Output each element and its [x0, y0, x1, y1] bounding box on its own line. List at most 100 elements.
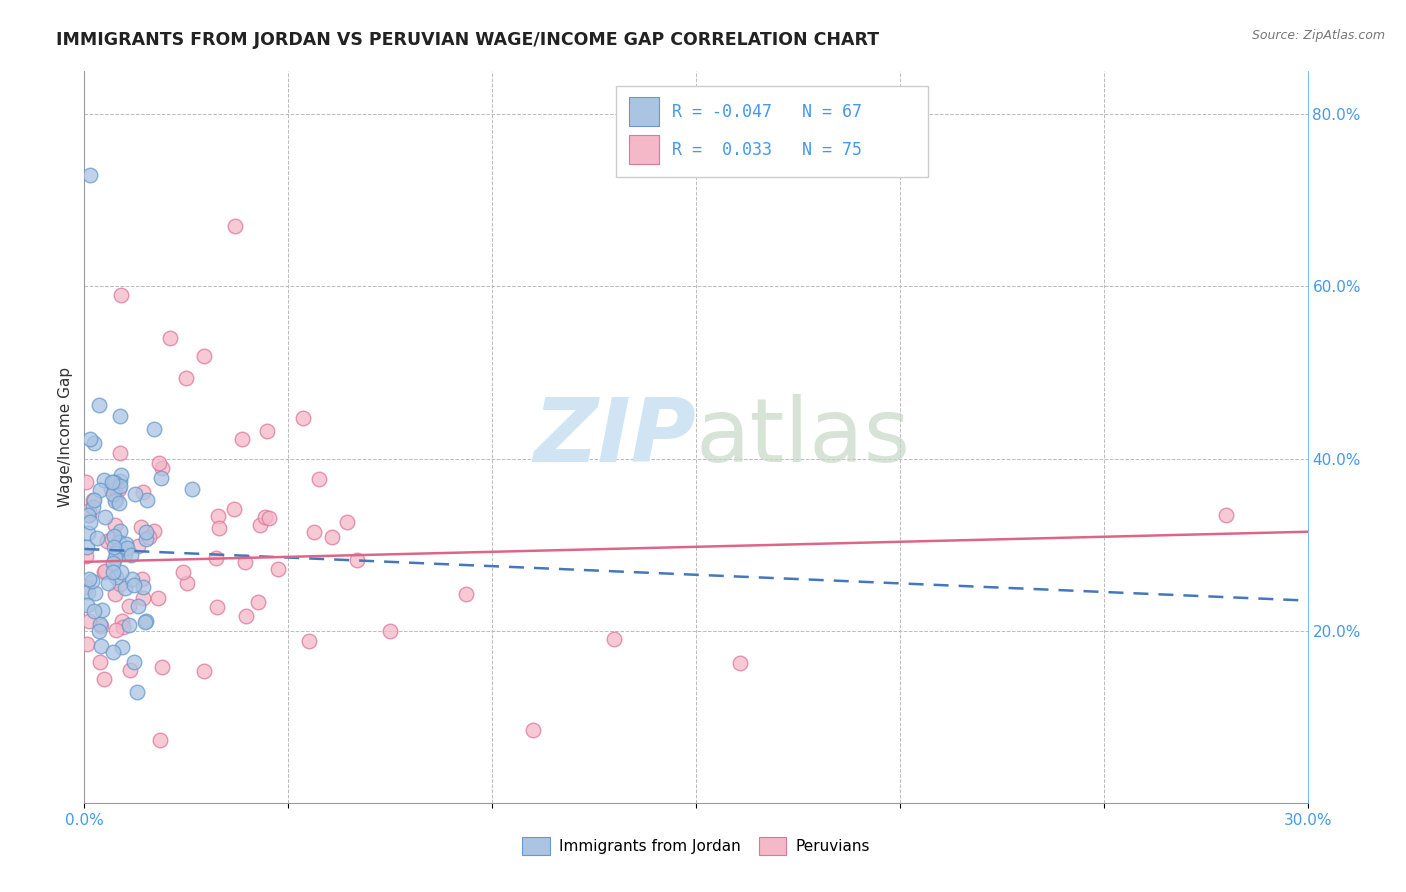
Point [76, 540, 98, 554]
Point [111, 640, 134, 654]
Text: ZIP: ZIP [533, 393, 696, 481]
Point [101, 533, 124, 547]
Point [110, 409, 132, 424]
Point [124, 486, 146, 500]
Point [100, 482, 122, 496]
Point [96, 534, 118, 549]
Bar [628, 135, 659, 164]
Point [132, 591, 155, 605]
Point [104, 551, 127, 566]
Legend: Immigrants from Jordan, Peruvians: Immigrants from Jordan, Peruvians [516, 831, 876, 861]
Point [79, 432, 101, 446]
Point [131, 572, 153, 586]
Point [231, 432, 253, 446]
Point [83, 492, 105, 507]
Point [110, 468, 132, 483]
Point [101, 645, 124, 659]
Point [104, 481, 127, 495]
Point [76, 508, 98, 523]
Point [110, 577, 132, 591]
Point [93, 566, 115, 580]
Point [259, 511, 281, 525]
Point [127, 599, 149, 613]
Text: R = -0.047   N = 67: R = -0.047 N = 67 [672, 103, 862, 120]
Point [108, 482, 131, 496]
Point [174, 370, 197, 384]
Point [105, 624, 128, 638]
Point [121, 572, 143, 586]
Point [89, 655, 111, 669]
Point [247, 595, 270, 609]
Point [108, 495, 131, 509]
Point [207, 509, 229, 524]
Point [82, 500, 104, 515]
Point [83, 604, 105, 618]
Text: atlas: atlas [696, 393, 911, 481]
Point [142, 422, 165, 436]
Point [150, 471, 173, 485]
Point [75, 475, 97, 489]
Point [205, 599, 228, 614]
Point [118, 618, 141, 632]
Point [104, 518, 127, 533]
Point [94, 510, 117, 524]
Point [75, 549, 97, 563]
Bar [628, 97, 659, 126]
Point [90, 639, 112, 653]
Point [89, 483, 111, 498]
Point [336, 515, 359, 529]
Point [75, 580, 97, 594]
Y-axis label: Wage/Income Gap: Wage/Income Gap [58, 367, 73, 508]
Point [114, 537, 136, 551]
Point [193, 349, 215, 363]
Point [292, 410, 315, 425]
Point [205, 550, 228, 565]
Point [302, 524, 325, 539]
Point [193, 664, 215, 678]
Point [87, 398, 110, 412]
Point [93, 564, 115, 578]
Point [122, 578, 145, 592]
Point [115, 541, 138, 555]
Point [222, 501, 245, 516]
Point [89, 616, 111, 631]
Point [103, 529, 125, 543]
Point [208, 521, 231, 535]
Point [131, 485, 153, 500]
Point [150, 659, 173, 673]
Point [101, 475, 124, 489]
Point [110, 614, 132, 628]
Point [380, 624, 402, 638]
Point [110, 288, 132, 302]
Point [103, 556, 125, 570]
Point [138, 530, 160, 544]
Point [108, 479, 131, 493]
Point [77, 572, 100, 586]
Point [93, 673, 115, 687]
Point [114, 581, 136, 595]
Point [79, 515, 101, 529]
Point [77, 502, 100, 516]
Point [82, 492, 104, 507]
Point [91, 602, 114, 616]
Point [76, 584, 98, 599]
Point [114, 548, 136, 562]
Point [132, 580, 155, 594]
Point [103, 475, 125, 490]
Point [256, 424, 278, 438]
Point [104, 570, 127, 584]
FancyBboxPatch shape [616, 86, 928, 178]
Point [135, 525, 157, 540]
Point [104, 546, 127, 560]
Point [110, 565, 132, 579]
Point [176, 576, 198, 591]
Point [89, 624, 111, 639]
Point [118, 599, 141, 614]
Point [76, 598, 98, 612]
Point [730, 656, 752, 670]
Point [103, 540, 125, 554]
Point [321, 530, 343, 544]
Point [101, 566, 124, 580]
Point [308, 472, 330, 486]
Point [146, 591, 169, 606]
